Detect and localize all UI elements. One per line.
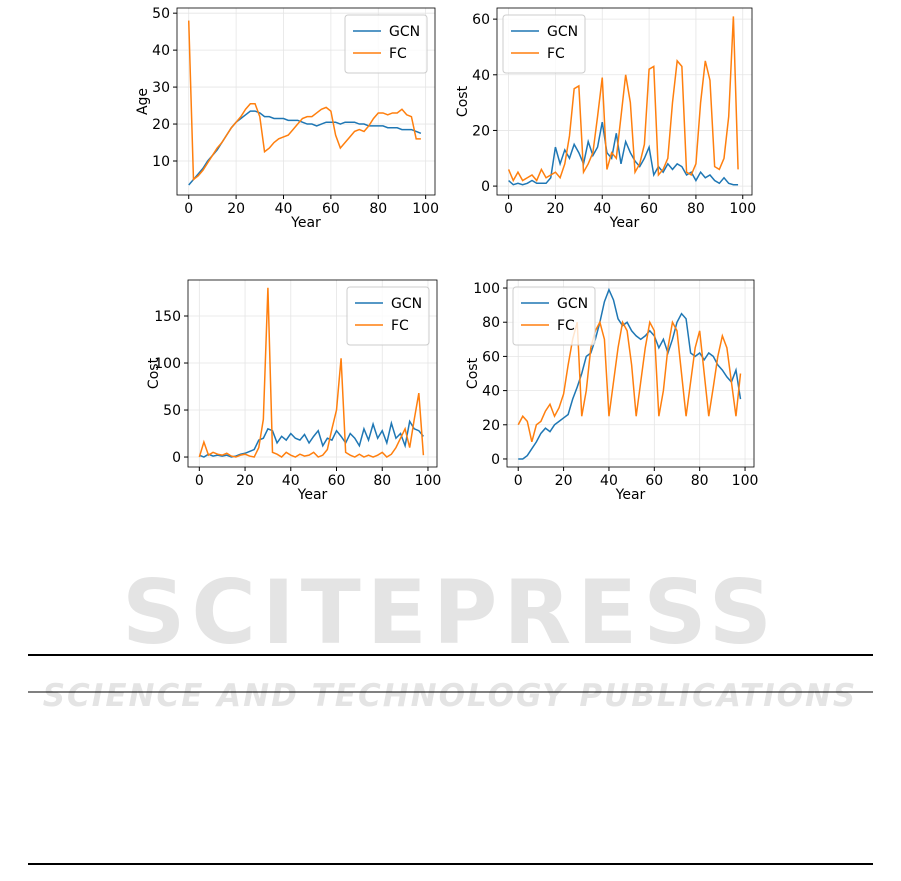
y-tick-label: 100: [473, 281, 500, 297]
x-tick-label: 20: [555, 473, 573, 489]
x-tick-label: 60: [328, 473, 346, 489]
legend-label: FC: [391, 318, 409, 334]
x-axis-label: Year: [290, 215, 321, 231]
y-tick-label: 40: [152, 43, 170, 59]
x-tick-label: 0: [504, 201, 513, 217]
y-axis-label: Age: [135, 88, 151, 115]
y-tick-label: 30: [152, 80, 170, 96]
legend-label: GCN: [391, 296, 422, 312]
series-line: [518, 287, 742, 460]
legend-box: [346, 286, 430, 346]
series-line: [517, 319, 742, 443]
legend-label: GCN: [557, 296, 588, 312]
legend-label: GCN: [547, 24, 578, 40]
x-tick-label: 0: [184, 201, 193, 217]
y-axis-label: Cost: [146, 357, 162, 389]
watermark-subtitle: SCIENCE AND TECHNOLOGY PUBLICATIONS: [43, 678, 858, 714]
y-tick-label: 50: [163, 403, 181, 419]
y-tick-label: 100: [154, 356, 181, 372]
axes-frame: [187, 279, 438, 468]
x-tick-label: 60: [640, 201, 658, 217]
series-line: [507, 16, 739, 183]
x-tick-label: 100: [415, 473, 442, 489]
legend-label: FC: [547, 46, 565, 62]
y-tick-label: 60: [472, 12, 490, 28]
y-tick-label: 0: [481, 179, 490, 195]
x-tick-label: 100: [732, 473, 759, 489]
y-tick-label: 20: [472, 123, 490, 139]
legend-box: [512, 286, 596, 346]
y-tick-label: 150: [154, 309, 181, 325]
y-tick-label: 20: [482, 418, 500, 434]
x-tick-label: 80: [373, 473, 391, 489]
y-axis-label: Cost: [455, 85, 471, 117]
y-tick-label: 0: [491, 452, 500, 468]
series-line: [508, 121, 739, 186]
legend-label: FC: [389, 46, 407, 62]
legend-box: [502, 14, 586, 74]
x-tick-label: 20: [547, 201, 565, 217]
x-tick-label: 20: [236, 473, 254, 489]
watermark-title: SCITEPRESS: [122, 561, 778, 664]
y-tick-label: 20: [152, 117, 170, 133]
x-tick-label: 80: [691, 473, 709, 489]
x-tick-label: 20: [227, 201, 245, 217]
x-tick-label: 0: [195, 473, 204, 489]
axes-frame: [176, 7, 436, 196]
y-tick-label: 40: [482, 384, 500, 400]
x-axis-label: Year: [297, 487, 328, 503]
x-axis-label: Year: [615, 487, 646, 503]
series-line: [198, 287, 425, 458]
series-line: [199, 419, 424, 458]
series-line: [187, 20, 421, 181]
x-tick-label: 40: [282, 473, 300, 489]
y-tick-label: 10: [152, 154, 170, 170]
y-tick-label: 60: [482, 349, 500, 365]
y-tick-label: 80: [482, 315, 500, 331]
x-tick-label: 60: [645, 473, 663, 489]
legend-label: GCN: [389, 24, 420, 40]
x-tick-label: 0: [514, 473, 523, 489]
x-tick-label: 100: [729, 201, 756, 217]
y-tick-label: 40: [472, 68, 490, 84]
x-tick-label: 100: [412, 201, 439, 217]
x-axis-label: Year: [609, 215, 640, 231]
series-line: [188, 110, 422, 186]
x-tick-label: 80: [369, 201, 387, 217]
legend-box: [344, 14, 428, 74]
x-tick-label: 40: [600, 473, 618, 489]
y-tick-label: 50: [152, 6, 170, 22]
y-tick-label: 0: [172, 450, 181, 466]
axes-frame: [506, 279, 755, 468]
x-tick-label: 80: [687, 201, 705, 217]
x-tick-label: 40: [593, 201, 611, 217]
x-tick-label: 60: [322, 201, 340, 217]
x-tick-label: 40: [275, 201, 293, 217]
axes-frame: [496, 7, 753, 196]
legend-label: FC: [557, 318, 575, 334]
y-axis-label: Cost: [465, 357, 481, 389]
